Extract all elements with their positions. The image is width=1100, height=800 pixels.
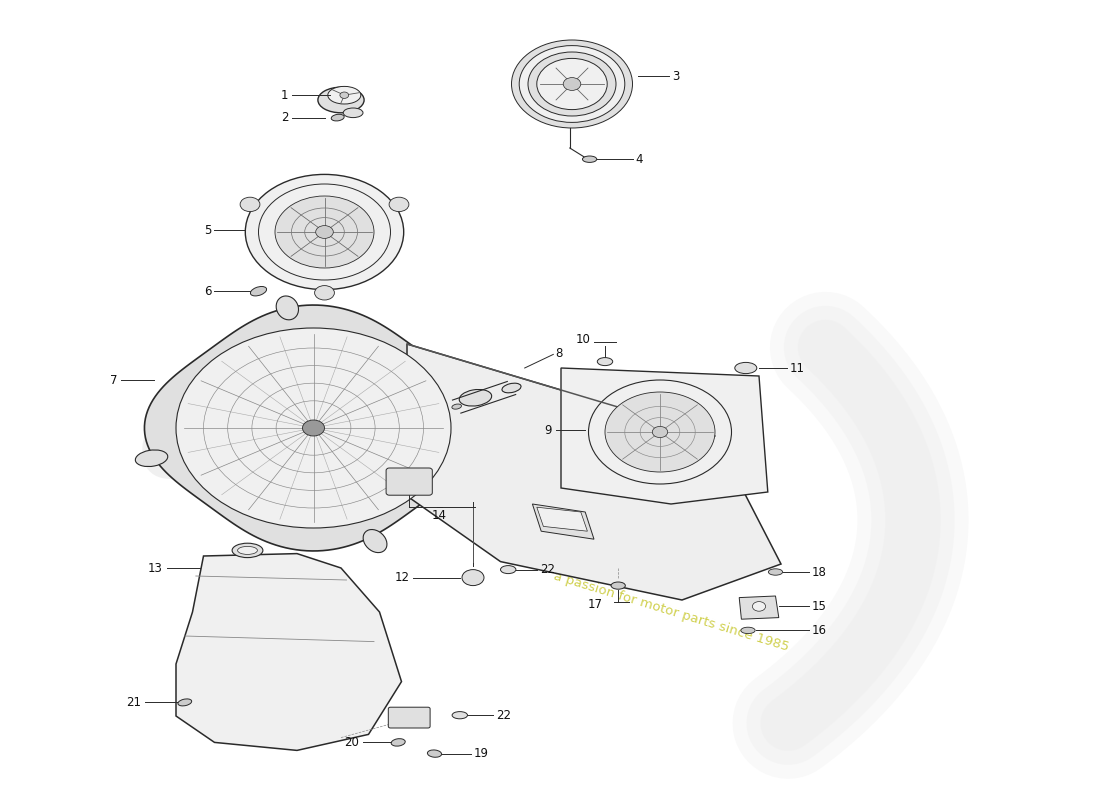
Circle shape: [302, 420, 324, 436]
Circle shape: [588, 380, 732, 484]
Text: 20: 20: [343, 736, 359, 749]
Ellipse shape: [597, 358, 613, 366]
Text: 7: 7: [110, 374, 118, 386]
Ellipse shape: [331, 114, 344, 121]
Circle shape: [512, 40, 632, 128]
Ellipse shape: [768, 569, 783, 575]
Text: 19: 19: [474, 747, 490, 760]
Circle shape: [340, 92, 349, 98]
Ellipse shape: [502, 383, 521, 393]
Polygon shape: [561, 368, 768, 504]
Text: 6: 6: [204, 285, 211, 298]
Circle shape: [519, 46, 625, 122]
Polygon shape: [739, 596, 779, 619]
Ellipse shape: [318, 87, 364, 113]
Text: 13: 13: [147, 562, 163, 574]
Circle shape: [240, 197, 260, 211]
Circle shape: [652, 426, 668, 438]
Ellipse shape: [251, 286, 266, 296]
Ellipse shape: [740, 627, 755, 634]
Ellipse shape: [452, 712, 468, 718]
Ellipse shape: [328, 86, 361, 104]
Circle shape: [258, 184, 390, 280]
Polygon shape: [144, 305, 483, 551]
Circle shape: [389, 197, 409, 211]
Circle shape: [563, 78, 581, 90]
Text: 2: 2: [280, 111, 288, 124]
Text: 22: 22: [496, 709, 512, 722]
Ellipse shape: [392, 738, 405, 746]
Text: 3: 3: [672, 70, 680, 82]
Ellipse shape: [459, 390, 492, 406]
Ellipse shape: [428, 750, 441, 758]
Circle shape: [528, 52, 616, 116]
Text: 1: 1: [280, 89, 288, 102]
Circle shape: [245, 174, 404, 290]
Text: 22: 22: [540, 563, 556, 576]
Polygon shape: [532, 504, 594, 539]
Circle shape: [176, 328, 451, 528]
Text: 17: 17: [587, 598, 603, 611]
FancyBboxPatch shape: [386, 468, 432, 495]
Text: 11: 11: [790, 362, 805, 374]
Polygon shape: [176, 554, 402, 750]
Ellipse shape: [612, 582, 625, 589]
FancyBboxPatch shape: [388, 707, 430, 728]
Ellipse shape: [363, 530, 387, 553]
Ellipse shape: [452, 404, 462, 409]
Circle shape: [752, 602, 766, 611]
Text: 5: 5: [204, 224, 211, 237]
Text: 15: 15: [812, 600, 827, 613]
Ellipse shape: [735, 362, 757, 374]
Ellipse shape: [583, 156, 596, 162]
Polygon shape: [537, 507, 587, 531]
Text: 8: 8: [556, 347, 563, 360]
Text: 12: 12: [394, 571, 409, 584]
Text: 10: 10: [575, 333, 591, 346]
Ellipse shape: [135, 450, 168, 466]
Text: 14: 14: [431, 509, 447, 522]
Ellipse shape: [343, 108, 363, 118]
Ellipse shape: [276, 296, 298, 320]
Ellipse shape: [238, 546, 257, 554]
Text: 16: 16: [812, 624, 827, 637]
Text: 9: 9: [544, 424, 552, 437]
Circle shape: [315, 286, 334, 300]
Text: 4: 4: [636, 153, 644, 166]
Circle shape: [537, 58, 607, 110]
Text: 18: 18: [812, 566, 827, 578]
Polygon shape: [407, 344, 781, 600]
Text: 21: 21: [125, 696, 141, 709]
Text: a passion for motor parts since 1985: a passion for motor parts since 1985: [552, 570, 790, 654]
Circle shape: [462, 570, 484, 586]
Circle shape: [275, 196, 374, 268]
Circle shape: [316, 226, 333, 238]
Circle shape: [605, 392, 715, 472]
Ellipse shape: [500, 566, 516, 574]
Text: euroføres: euroføres: [138, 397, 698, 499]
Ellipse shape: [232, 543, 263, 558]
Ellipse shape: [178, 699, 191, 706]
